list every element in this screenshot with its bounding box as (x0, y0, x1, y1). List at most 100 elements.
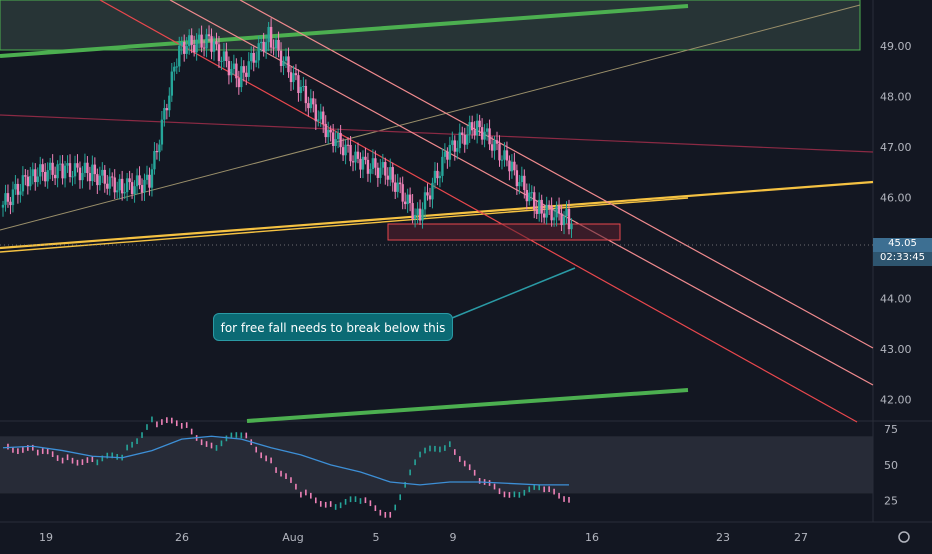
candle-body (163, 108, 166, 120)
price-tick-label: 47.00 (880, 141, 912, 154)
candle-body (53, 174, 57, 179)
candle-body (11, 189, 15, 206)
candle-body (508, 160, 511, 172)
candle-body (391, 167, 394, 183)
candle-body (555, 205, 558, 218)
candle-body (272, 47, 275, 49)
candle-body (493, 140, 496, 151)
candle-body (488, 128, 491, 145)
candle-body (61, 163, 64, 179)
yellow-trendline-a (0, 180, 874, 250)
candle-body (406, 194, 409, 205)
candle-body (349, 145, 352, 162)
time-tick-label: 27 (794, 531, 808, 544)
candle-body (473, 130, 476, 136)
candle-body (438, 175, 442, 179)
candle-body (299, 86, 303, 94)
candle-body (29, 176, 32, 187)
candle-body (192, 44, 196, 53)
candle-body (197, 34, 201, 40)
candle-body (44, 171, 47, 182)
annotation-callout[interactable]: for free fall needs to break below this (213, 313, 453, 341)
candle-body (470, 122, 474, 131)
candle-body (401, 184, 404, 202)
yellow-trendline-b (0, 197, 689, 253)
candle-body (510, 161, 514, 172)
candle-body (322, 111, 325, 124)
candle-body (68, 163, 72, 177)
candle-body (200, 34, 203, 48)
price-tick-label: 48.00 (880, 91, 912, 104)
candle-body (123, 192, 126, 194)
candle-body (314, 104, 317, 122)
candle-body (140, 185, 144, 193)
candle-body (297, 75, 300, 94)
candle-body (120, 178, 124, 194)
candle-body (428, 195, 432, 200)
candle-body (205, 34, 208, 49)
candle-body (235, 63, 238, 79)
candle-body (180, 41, 183, 46)
candle-body (431, 182, 434, 200)
candle-body (207, 34, 211, 37)
candle-body (175, 66, 178, 68)
candle-body (93, 164, 97, 175)
candle-body (530, 192, 533, 194)
candle-body (106, 183, 109, 189)
candle-body (168, 95, 171, 111)
candle-body (227, 61, 231, 76)
candle-body (538, 199, 541, 214)
candle-body (187, 35, 191, 47)
candle-body (413, 214, 417, 219)
candle-body (160, 119, 164, 145)
candle-body (245, 72, 248, 77)
settings-gear-icon[interactable] (898, 531, 910, 543)
candle-body (73, 163, 77, 177)
time-tick-label: 5 (373, 531, 380, 544)
candle-body (78, 167, 82, 181)
candle-body (495, 140, 499, 144)
candle-body (240, 66, 243, 88)
candle-body (312, 98, 315, 105)
candle-body (274, 39, 278, 49)
candle-body (58, 163, 62, 165)
candle-body (336, 132, 340, 140)
candle-body (354, 151, 357, 163)
candle-body (98, 175, 102, 186)
candle-body (150, 169, 154, 188)
candle-body (394, 182, 397, 192)
time-tick-label: 16 (585, 531, 599, 544)
candle-body (242, 66, 245, 73)
candle-body (528, 192, 531, 202)
candle-body (81, 172, 84, 181)
candle-body (560, 213, 563, 226)
candle-body (279, 50, 283, 66)
channel-line-lower (99, 0, 858, 423)
candle-body (51, 162, 54, 175)
oscillator-ma-line (2, 435, 569, 486)
price-tick-label: 46.00 (880, 192, 912, 205)
candle-body (317, 119, 320, 122)
candle-body (500, 159, 504, 161)
candle-body (158, 144, 161, 153)
candle-body (103, 169, 106, 184)
candle-body (252, 52, 255, 63)
candle-body (542, 213, 546, 218)
candle-body (217, 44, 221, 62)
candle-body (408, 194, 412, 204)
candle-body (456, 148, 459, 152)
candle-body (48, 162, 52, 171)
candle-body (101, 169, 104, 176)
candle-body (111, 176, 114, 178)
candle-body (88, 173, 92, 182)
candle-body (133, 186, 136, 195)
candle-body (515, 170, 519, 187)
candle-body (359, 158, 362, 170)
candle-body (398, 182, 402, 185)
candle-body (533, 192, 536, 210)
candle-body (212, 41, 216, 52)
candle-body (31, 169, 34, 177)
candle-body (215, 41, 218, 45)
time-tick-label: 9 (450, 531, 457, 544)
